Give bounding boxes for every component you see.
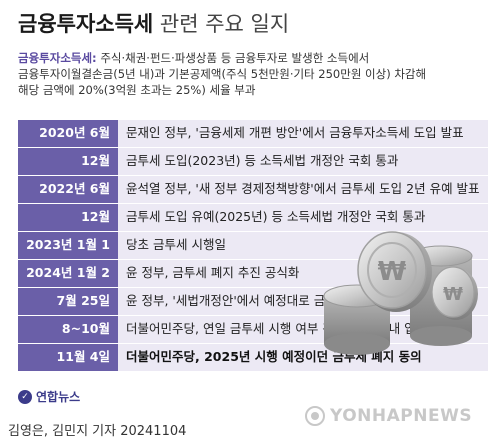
description: 금융투자소득세: 주식·채권·펀드·파생상품 등 금융투자로 발생한 소득에서 … xyxy=(18,50,488,98)
timeline-date: 12월 xyxy=(18,148,118,175)
page-title: 금융투자소득세 관련 주요 일지 xyxy=(18,8,289,38)
credit-line: 김영은, 김민지 기자 20241104 xyxy=(8,424,187,439)
title-bold: 금융투자소득세 xyxy=(18,12,154,36)
description-line-1: 금융투자소득세: 주식·채권·펀드·파생상품 등 금융투자로 발생한 소득에서 xyxy=(18,50,488,66)
yonhap-logo-text: 연합뉴스 xyxy=(36,390,81,404)
timeline-event: 당초 금투세 시행일 xyxy=(126,237,226,252)
coin-stack-icon: ₩ ₩ xyxy=(323,231,478,355)
timeline-date: 8~10월 xyxy=(18,316,118,343)
description-line-1-text: 주식·채권·펀드·파생상품 등 금융투자로 발생한 소득에서 xyxy=(96,51,370,65)
watermark: YONHAPNEWS xyxy=(305,406,472,426)
yonhap-logo: ✓ 연합뉴스 xyxy=(18,388,80,405)
coin-won-symbol: ₩ xyxy=(378,257,407,287)
watermark-icon xyxy=(305,406,325,426)
timeline-event: 윤석열 정부, '새 정부 경제정책방향'에서 금투세 도입 2년 유예 발표 xyxy=(126,181,480,196)
timeline-row: 2022년 6월 윤석열 정부, '새 정부 경제정책방향'에서 금투세 도입 2… xyxy=(18,176,488,203)
timeline-date: 7월 25일 xyxy=(18,288,118,315)
description-line-2: 금융투자이월결손금(5년 내)과 기본공제액(주식 5천만원·기타 250만원 … xyxy=(18,67,427,81)
timeline-date: 2024년 1월 2일 xyxy=(18,260,118,307)
timeline-event: 금투세 도입(2023년) 등 소득세법 개정안 국회 통과 xyxy=(126,153,399,168)
timeline-date: 2022년 6월 xyxy=(18,176,118,203)
timeline-event: 문재인 정부, '금융세제 개편 방안'에서 금융투자소득세 도입 발표 xyxy=(126,125,464,140)
timeline-row: 12월 금투세 도입 유예(2025년) 등 소득세법 개정안 국회 통과 xyxy=(18,204,488,231)
coin-standing-large: ₩ xyxy=(357,231,432,312)
timeline-date: 2023년 1월 1일 xyxy=(18,232,118,279)
timeline-row: 2020년 6월 문재인 정부, '금융세제 개편 방안'에서 금융투자소득세 도… xyxy=(18,120,488,147)
coin-won-symbol: ₩ xyxy=(443,284,463,305)
timeline-date: 11월 4일 xyxy=(18,344,118,371)
timeline-event: 금투세 도입 유예(2025년) 등 소득세법 개정안 국회 통과 xyxy=(126,209,426,224)
timeline-date: 2020년 6월 xyxy=(18,120,118,147)
timeline-date: 12월 xyxy=(18,204,118,231)
title-light: 관련 주요 일지 xyxy=(153,12,290,36)
timeline-event: 윤 정부, 금투세 폐지 추진 공식화 xyxy=(126,265,300,280)
description-line-3: 해당 금액에 20%(3억원 초과는 25%) 세율 부과 xyxy=(18,83,256,97)
watermark-text: YONHAPNEWS xyxy=(330,406,473,426)
coin-standing-small: ₩ xyxy=(431,266,478,320)
yonhap-logo-icon: ✓ xyxy=(18,389,32,404)
timeline-row: 12월 금투세 도입(2023년) 등 소득세법 개정안 국회 통과 xyxy=(18,148,488,175)
description-term: 금융투자소득세: xyxy=(18,51,97,65)
